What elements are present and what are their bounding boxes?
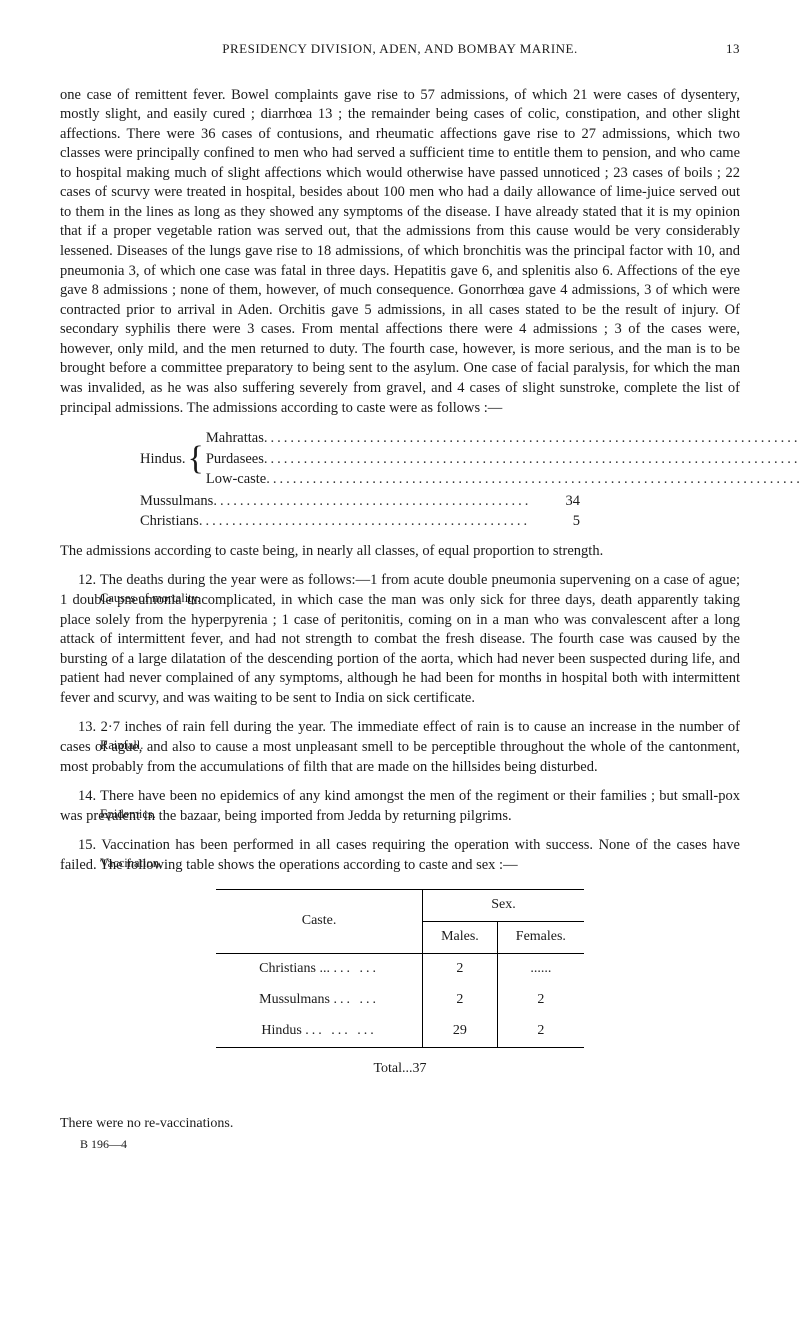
footer: There were no re-vaccinations. B 196—4 (60, 1115, 740, 1152)
footer-line: There were no re-vaccinations. (60, 1115, 740, 1134)
cell-females: 2 (497, 985, 584, 1016)
running-head-spacer (60, 40, 90, 58)
col-sex: Sex. (423, 890, 584, 922)
page-number: 13 (710, 40, 740, 58)
table-total: Total...37 (60, 1060, 740, 1079)
cell-caste-text: Christians ... (259, 961, 330, 976)
dot-leader (199, 512, 530, 532)
paragraph-13: 13. 2·7 inches of rain fell during the y… (60, 718, 740, 777)
brace-icon: { (188, 428, 206, 491)
page: PRESIDENCY DIVISION, ADEN, AND BOMBAY MA… (0, 0, 800, 1212)
section-12: Causes of mortality. 12. The deaths duri… (60, 571, 740, 708)
cell-females: ...... (497, 954, 584, 985)
tally-label: Christians (140, 512, 199, 532)
tally-value: 34 (530, 492, 580, 512)
caste-tally: Hindus. { Mahrattas 220 Purdasees 69 Low… (140, 428, 580, 532)
cell-caste-text: Mussulmans (259, 992, 330, 1007)
cell-caste: Christians ... ... ... (216, 954, 423, 985)
tally-label: Low-caste (206, 470, 266, 490)
cell-caste: Mussulmans ... ... (216, 985, 423, 1016)
col-caste: Caste. (216, 890, 423, 954)
cell-caste-text: Hindus (261, 1023, 301, 1038)
dot-leader (266, 470, 800, 490)
vaccination-table: Caste. Sex. Males. Females. Christians .… (216, 889, 584, 1047)
cell-males: 2 (423, 954, 498, 985)
paragraph-after-tally: The admissions according to caste being,… (60, 542, 740, 562)
tally-row: Low-caste 84 (206, 470, 800, 490)
dot-leader: ... ... (333, 992, 379, 1007)
tally-row: Purdasees 69 (206, 450, 800, 470)
section-15: Vaccination. 15. Vaccination has been pe… (60, 836, 740, 875)
running-head: PRESIDENCY DIVISION, ADEN, AND BOMBAY MA… (60, 40, 740, 58)
sidenote-epidemics: Epidemics. (100, 807, 156, 822)
cell-caste: Hindus ... ... ... (216, 1016, 423, 1047)
dot-leader (264, 429, 800, 449)
table-row: Hindus ... ... ... 29 2 (216, 1016, 584, 1047)
dot-leader (213, 492, 530, 512)
table-row: Christians ... ... ... 2 ...... (216, 954, 584, 985)
section-13: Rainfall. 13. 2·7 inches of rain fell du… (60, 718, 740, 777)
tally-row: Christians 5 (140, 512, 580, 532)
table-head-row-1: Caste. Sex. (216, 890, 584, 922)
tally-label: Mahrattas (206, 429, 264, 449)
col-females: Females. (497, 922, 584, 954)
sidenote-rainfall: Rainfall. (100, 738, 143, 753)
paragraph-14: 14. There have been no epidemics of any … (60, 787, 740, 826)
dot-leader (264, 450, 800, 470)
col-males: Males. (423, 922, 498, 954)
tally-row: Mussulmans 34 (140, 492, 580, 512)
section-14: Epidemics. 14. There have been no epidem… (60, 787, 740, 826)
hindus-group: Hindus. { Mahrattas 220 Purdasees 69 Low… (140, 428, 580, 491)
tally-label: Purdasees (206, 450, 264, 470)
paragraph-main: one case of remittent fever. Bowel compl… (60, 86, 740, 419)
hindus-label: Hindus. (140, 428, 188, 491)
tally-label: Mussulmans (140, 492, 213, 512)
hindus-items: Mahrattas 220 Purdasees 69 Low-caste 84 (206, 428, 800, 491)
dot-leader: ... ... (333, 961, 379, 976)
dot-leader: ... ... ... (305, 1023, 377, 1038)
sidenote-vaccination: Vaccination. (100, 856, 162, 871)
footer-signature: B 196—4 (80, 1136, 740, 1152)
cell-females: 2 (497, 1016, 584, 1047)
cell-males: 2 (423, 985, 498, 1016)
sidenote-causes: Causes of mortality. (100, 591, 200, 606)
table-row: Mussulmans ... ... 2 2 (216, 985, 584, 1016)
running-title: PRESIDENCY DIVISION, ADEN, AND BOMBAY MA… (90, 40, 710, 58)
tally-row: Mahrattas 220 (206, 429, 800, 449)
cell-males: 29 (423, 1016, 498, 1047)
tally-value: 5 (530, 512, 580, 532)
